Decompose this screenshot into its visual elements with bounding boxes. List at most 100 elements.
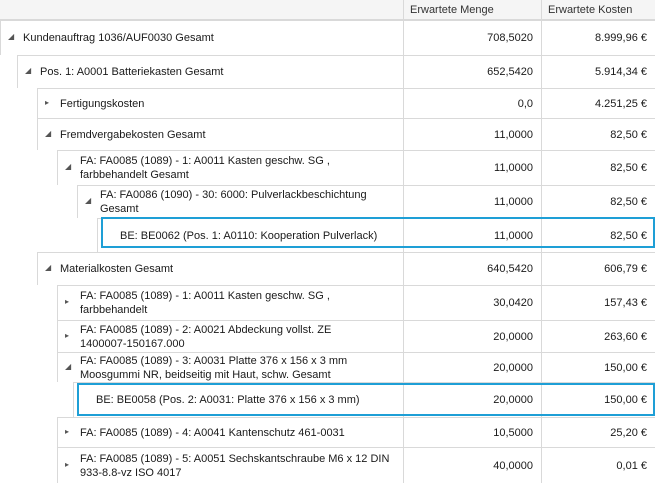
row-label: FA: FA0085 (1089) - 2: A0021 Abdeckung v… bbox=[80, 321, 331, 352]
table-row[interactable]: ▸ FA: FA0085 (1089) - 1: A0011 Kasten ges… bbox=[0, 285, 655, 320]
expand-triangle-icon[interactable]: ▸ bbox=[45, 97, 50, 107]
cell-menge: 652,5420 bbox=[403, 55, 541, 88]
row-label: FA: FA0086 (1090) - 30: 6000: Pulverlack… bbox=[100, 186, 367, 218]
row-label-line2: Moosgummi NR, beidseitig mit Haut, schw.… bbox=[80, 368, 331, 381]
row-label-line2: farbbehandelt Gesamt bbox=[80, 169, 189, 181]
cell-menge: 30,0420 bbox=[403, 285, 541, 320]
collapse-triangle-icon[interactable]: ◢ bbox=[8, 32, 15, 41]
table-row[interactable]: ◢ Kundenauftrag 1036/AUF0030 Gesamt 708,50… bbox=[0, 20, 655, 55]
collapse-triangle-icon[interactable]: ◢ bbox=[65, 361, 72, 371]
table-row[interactable]: BE: BE0062 (Pos. 1: A0110: Kooperation P… bbox=[0, 218, 655, 252]
tree-cell: ▸ FA: FA0085 (1089) - 1: A0011 Kasten ges… bbox=[57, 285, 403, 320]
cell-kosten: 5.914,34 € bbox=[541, 55, 655, 88]
row-label: FA: FA0085 (1089) - 5: A0051 Sechskantsc… bbox=[80, 448, 389, 483]
collapse-triangle-icon[interactable]: ◢ bbox=[85, 196, 92, 205]
cell-kosten: 0,01 € bbox=[541, 447, 655, 483]
cell-kosten: 25,20 € bbox=[541, 417, 655, 447]
collapse-triangle-icon[interactable]: ◢ bbox=[45, 128, 52, 138]
collapse-triangle-icon[interactable]: ◢ bbox=[25, 66, 32, 75]
row-label: BE: BE0062 (Pos. 1: A0110: Kooperation P… bbox=[120, 219, 377, 252]
table-row[interactable]: ◢ FA: FA0085 (1089) - 1: A0011 Kasten ges… bbox=[0, 150, 655, 185]
row-label: FA: FA0085 (1089) - 1: A0011 Kasten gesc… bbox=[80, 286, 330, 320]
tree-cell: ▸ FA: FA0085 (1089) - 2: A0021 Abdeckung … bbox=[57, 320, 403, 352]
cell-menge: 20,0000 bbox=[403, 352, 541, 382]
tree-cell: ◢ Materialkosten Gesamt bbox=[37, 252, 403, 285]
tree-cell: ◢ Fremdvergabekosten Gesamt bbox=[37, 118, 403, 150]
row-label-line1: Pos. 1: A0001 Batteriekasten Gesamt bbox=[40, 66, 224, 78]
cell-menge: 40,0000 bbox=[403, 447, 541, 483]
table-row[interactable]: ▸ FA: FA0085 (1089) - 4: A0041 Kantenschu… bbox=[0, 417, 655, 447]
expand-triangle-icon[interactable]: ▸ bbox=[65, 330, 70, 340]
tree-cell: ◢ FA: FA0086 (1090) - 30: 6000: Pulverlac… bbox=[77, 185, 403, 218]
cell-kosten: 82,50 € bbox=[541, 150, 655, 185]
row-label-line1: Fertigungskosten bbox=[60, 97, 145, 110]
row-label-line1: FA: FA0085 (1089) - 3: A0031 Platte 376 … bbox=[80, 354, 348, 367]
row-label: FA: FA0085 (1089) - 1: A0011 Kasten gesc… bbox=[80, 151, 330, 185]
tree-cell: ◢ Pos. 1: A0001 Batteriekasten Gesamt bbox=[17, 55, 403, 88]
table-row[interactable]: ◢ Pos. 1: A0001 Batteriekasten Gesamt 652,… bbox=[0, 55, 655, 88]
table-row[interactable]: ▸ Fertigungskosten 0,0 4.251,25 € bbox=[0, 88, 655, 118]
row-label: Materialkosten Gesamt bbox=[60, 253, 173, 285]
cell-kosten: 82,50 € bbox=[541, 185, 655, 218]
row-label-line1: Fremdvergabekosten Gesamt bbox=[60, 128, 206, 141]
row-label: BE: BE0058 (Pos. 2: A0031: Platte 376 x … bbox=[96, 383, 360, 417]
row-label-line2: 1400007-150167.000 bbox=[80, 337, 185, 350]
table-row[interactable]: ▸ FA: FA0085 (1089) - 2: A0021 Abdeckung … bbox=[0, 320, 655, 352]
row-label-line2: Gesamt bbox=[100, 203, 139, 215]
table-row[interactable]: ◢ Fremdvergabekosten Gesamt 11,0000 82,50 € bbox=[0, 118, 655, 150]
tree-cell: ◢ FA: FA0085 (1089) - 1: A0011 Kasten ges… bbox=[57, 150, 403, 185]
expand-triangle-icon[interactable]: ▸ bbox=[65, 426, 70, 436]
cell-menge: 11,0000 bbox=[403, 185, 541, 218]
row-label-line1: BE: BE0062 (Pos. 1: A0110: Kooperation P… bbox=[120, 229, 378, 242]
column-header-menge[interactable]: Erwartete Menge bbox=[403, 0, 541, 20]
table-row[interactable]: ▸ FA: FA0085 (1089) - 5: A0051 Sechskants… bbox=[0, 447, 655, 483]
cell-menge: 708,5020 bbox=[403, 20, 541, 55]
row-label-line2: farbbehandelt bbox=[80, 304, 148, 316]
tree-cell: ▸ FA: FA0085 (1089) - 5: A0051 Sechskants… bbox=[57, 447, 403, 483]
cell-menge: 11,0000 bbox=[403, 118, 541, 150]
row-label: Fremdvergabekosten Gesamt bbox=[60, 119, 206, 150]
expand-triangle-icon[interactable]: ▸ bbox=[65, 297, 70, 306]
row-label-line1: FA: FA0085 (1089) - 1: A0011 Kasten gesc… bbox=[80, 155, 330, 167]
row-label: Pos. 1: A0001 Batteriekasten Gesamt bbox=[40, 56, 223, 88]
column-header-kosten[interactable]: Erwartete Kosten bbox=[541, 0, 655, 20]
tree-cell: ▸ Fertigungskosten bbox=[37, 88, 403, 118]
row-label: FA: FA0085 (1089) - 3: A0031 Platte 376 … bbox=[80, 353, 347, 382]
cell-kosten: 8.999,96 € bbox=[541, 20, 655, 55]
tree-cell: BE: BE0058 (Pos. 2: A0031: Platte 376 x … bbox=[73, 382, 403, 417]
grid-header: Erwartete Menge Erwartete Kosten bbox=[0, 0, 655, 20]
row-label-line1: FA: FA0085 (1089) - 4: A0041 Kantenschut… bbox=[80, 426, 345, 439]
table-row[interactable]: ◢ FA: FA0085 (1089) - 3: A0031 Platte 376… bbox=[0, 352, 655, 382]
table-row[interactable]: ◢ Materialkosten Gesamt 640,5420 606,79 € bbox=[0, 252, 655, 285]
cell-kosten: 150,00 € bbox=[541, 352, 655, 382]
collapse-triangle-icon[interactable]: ◢ bbox=[65, 162, 72, 171]
row-label-line1: FA: FA0086 (1090) - 30: 6000: Pulverlack… bbox=[100, 189, 367, 201]
row-label-line1: Kundenauftrag 1036/AUF0030 Gesamt bbox=[23, 32, 214, 44]
row-label-line1: FA: FA0085 (1089) - 1: A0011 Kasten gesc… bbox=[80, 290, 330, 302]
row-label: Fertigungskosten bbox=[60, 89, 144, 118]
cell-kosten: 606,79 € bbox=[541, 252, 655, 285]
table-row[interactable]: ◢ FA: FA0086 (1090) - 30: 6000: Pulverlac… bbox=[0, 185, 655, 218]
tree-cell: BE: BE0062 (Pos. 1: A0110: Kooperation P… bbox=[97, 218, 403, 252]
cell-menge: 640,5420 bbox=[403, 252, 541, 285]
cell-kosten: 4.251,25 € bbox=[541, 88, 655, 118]
cell-kosten: 150,00 € bbox=[541, 382, 655, 417]
cell-kosten: 263,60 € bbox=[541, 320, 655, 352]
row-label-line1: BE: BE0058 (Pos. 2: A0031: Platte 376 x … bbox=[96, 394, 360, 406]
row-label-line1: FA: FA0085 (1089) - 5: A0051 Sechskantsc… bbox=[80, 452, 390, 465]
table-row[interactable]: BE: BE0058 (Pos. 2: A0031: Platte 376 x … bbox=[0, 382, 655, 417]
expand-triangle-icon[interactable]: ▸ bbox=[65, 459, 70, 469]
row-label: FA: FA0085 (1089) - 4: A0041 Kantenschut… bbox=[80, 418, 345, 447]
row-label: Kundenauftrag 1036/AUF0030 Gesamt bbox=[23, 21, 214, 55]
cell-menge: 10,5000 bbox=[403, 417, 541, 447]
collapse-triangle-icon[interactable]: ◢ bbox=[45, 263, 52, 272]
cell-menge: 20,0000 bbox=[403, 320, 541, 352]
cell-menge: 20,0000 bbox=[403, 382, 541, 417]
row-label-line1: FA: FA0085 (1089) - 2: A0021 Abdeckung v… bbox=[80, 323, 332, 336]
tree-cell: ◢ FA: FA0085 (1089) - 3: A0031 Platte 376… bbox=[57, 352, 403, 382]
cell-kosten: 82,50 € bbox=[541, 218, 655, 252]
row-label-line1: Materialkosten Gesamt bbox=[60, 263, 174, 275]
cell-kosten: 157,43 € bbox=[541, 285, 655, 320]
cell-menge: 11,0000 bbox=[403, 150, 541, 185]
cell-menge: 0,0 bbox=[403, 88, 541, 118]
